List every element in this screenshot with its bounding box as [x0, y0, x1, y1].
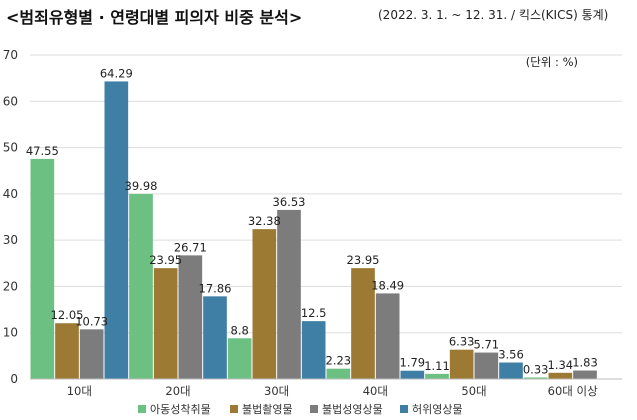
data-label: 23.95 — [347, 253, 380, 267]
x-tick-label: 40대 — [363, 384, 388, 398]
y-tick-label: 60 — [3, 94, 18, 108]
data-label: 23.95 — [149, 253, 182, 267]
data-label: 17.86 — [199, 281, 232, 295]
bar-불법성영상물-40대 — [375, 293, 400, 379]
bar-불법촬영물-50대 — [449, 349, 474, 379]
x-tick-label: 10대 — [67, 384, 92, 398]
y-tick-label: 30 — [3, 233, 18, 247]
bar-허위영상물-10대 — [104, 81, 129, 380]
data-label: 47.55 — [26, 144, 59, 158]
bar-불법성영상물-60대 이상 — [573, 370, 597, 379]
legend-label: 허위영상물 — [412, 403, 463, 416]
y-tick-label: 0 — [10, 372, 18, 386]
data-label: 8.8 — [231, 323, 249, 337]
bar-불법성영상물-50대 — [474, 352, 499, 379]
bar-아동성착취물-50대 — [425, 373, 449, 379]
data-label: 2.23 — [326, 354, 352, 368]
x-tick-label: 50대 — [461, 384, 486, 398]
bar-불법성영상물-10대 — [79, 329, 104, 379]
data-label: 26.71 — [174, 240, 207, 254]
bar-허위영상물-40대 — [400, 370, 425, 379]
legend-swatch-2 — [310, 405, 318, 413]
data-label: 5.71 — [474, 338, 500, 352]
legend-swatch-1 — [230, 405, 238, 413]
chart-subtitle: (2022. 3. 1. ~ 12. 31. / 킥스(KICS) 통계) — [378, 8, 609, 22]
data-label: 1.34 — [548, 358, 574, 372]
bar-불법촬영물-60대 이상 — [548, 372, 573, 379]
y-tick-label: 70 — [3, 48, 18, 62]
data-label: 39.98 — [125, 179, 158, 193]
bar-아동성착취물-20대 — [129, 193, 153, 379]
y-tick-label: 20 — [3, 279, 18, 293]
x-tick-label: 60대 이상 — [548, 384, 598, 398]
data-label: 3.56 — [498, 348, 524, 362]
data-label: 32.38 — [248, 214, 281, 228]
legend-label: 불법촬영물 — [242, 403, 293, 416]
bar-아동성착취물-40대 — [326, 368, 351, 379]
x-tick-label: 30대 — [264, 384, 289, 398]
bar-허위영상물-50대 — [499, 362, 523, 379]
x-tick-label: 20대 — [165, 384, 190, 398]
bar-아동성착취물-60대 이상 — [523, 377, 548, 379]
y-tick-label: 40 — [3, 187, 18, 201]
bar-불법성영상물-30대 — [277, 209, 301, 379]
unit-label: (단위 : %) — [526, 55, 578, 69]
data-label: 36.53 — [273, 195, 306, 209]
legend-swatch-3 — [400, 405, 408, 413]
bar-아동성착취물-30대 — [227, 338, 252, 379]
bar-불법촬영물-40대 — [351, 268, 375, 379]
legend-label: 불법성영상물 — [322, 403, 383, 416]
bar-불법촬영물-20대 — [153, 268, 178, 379]
data-label: 18.49 — [371, 278, 404, 292]
bar-허위영상물-20대 — [203, 296, 227, 379]
data-label: 12.5 — [301, 306, 327, 320]
bar-불법성영상물-20대 — [178, 255, 203, 379]
bar-불법촬영물-30대 — [252, 229, 277, 379]
legend-label: 아동성착취물 — [150, 403, 211, 416]
bar-허위영상물-30대 — [301, 321, 326, 379]
bar-아동성착취물-10대 — [30, 158, 55, 379]
data-label: 10.73 — [75, 314, 108, 328]
bar-불법촬영물-10대 — [55, 323, 79, 379]
chart-title: <범죄유형별 · 연령대별 피의자 비중 분석> — [6, 8, 303, 27]
data-label: 1.83 — [572, 356, 598, 370]
y-tick-label: 50 — [3, 141, 18, 155]
data-label: 64.29 — [100, 66, 133, 80]
legend-swatch-0 — [138, 405, 146, 413]
data-label: 6.33 — [449, 335, 475, 349]
data-label: 0.33 — [523, 362, 549, 376]
data-label: 1.11 — [424, 359, 450, 373]
data-label: 12.05 — [51, 308, 84, 322]
data-label: 1.79 — [400, 356, 426, 370]
y-tick-label: 10 — [3, 326, 18, 340]
